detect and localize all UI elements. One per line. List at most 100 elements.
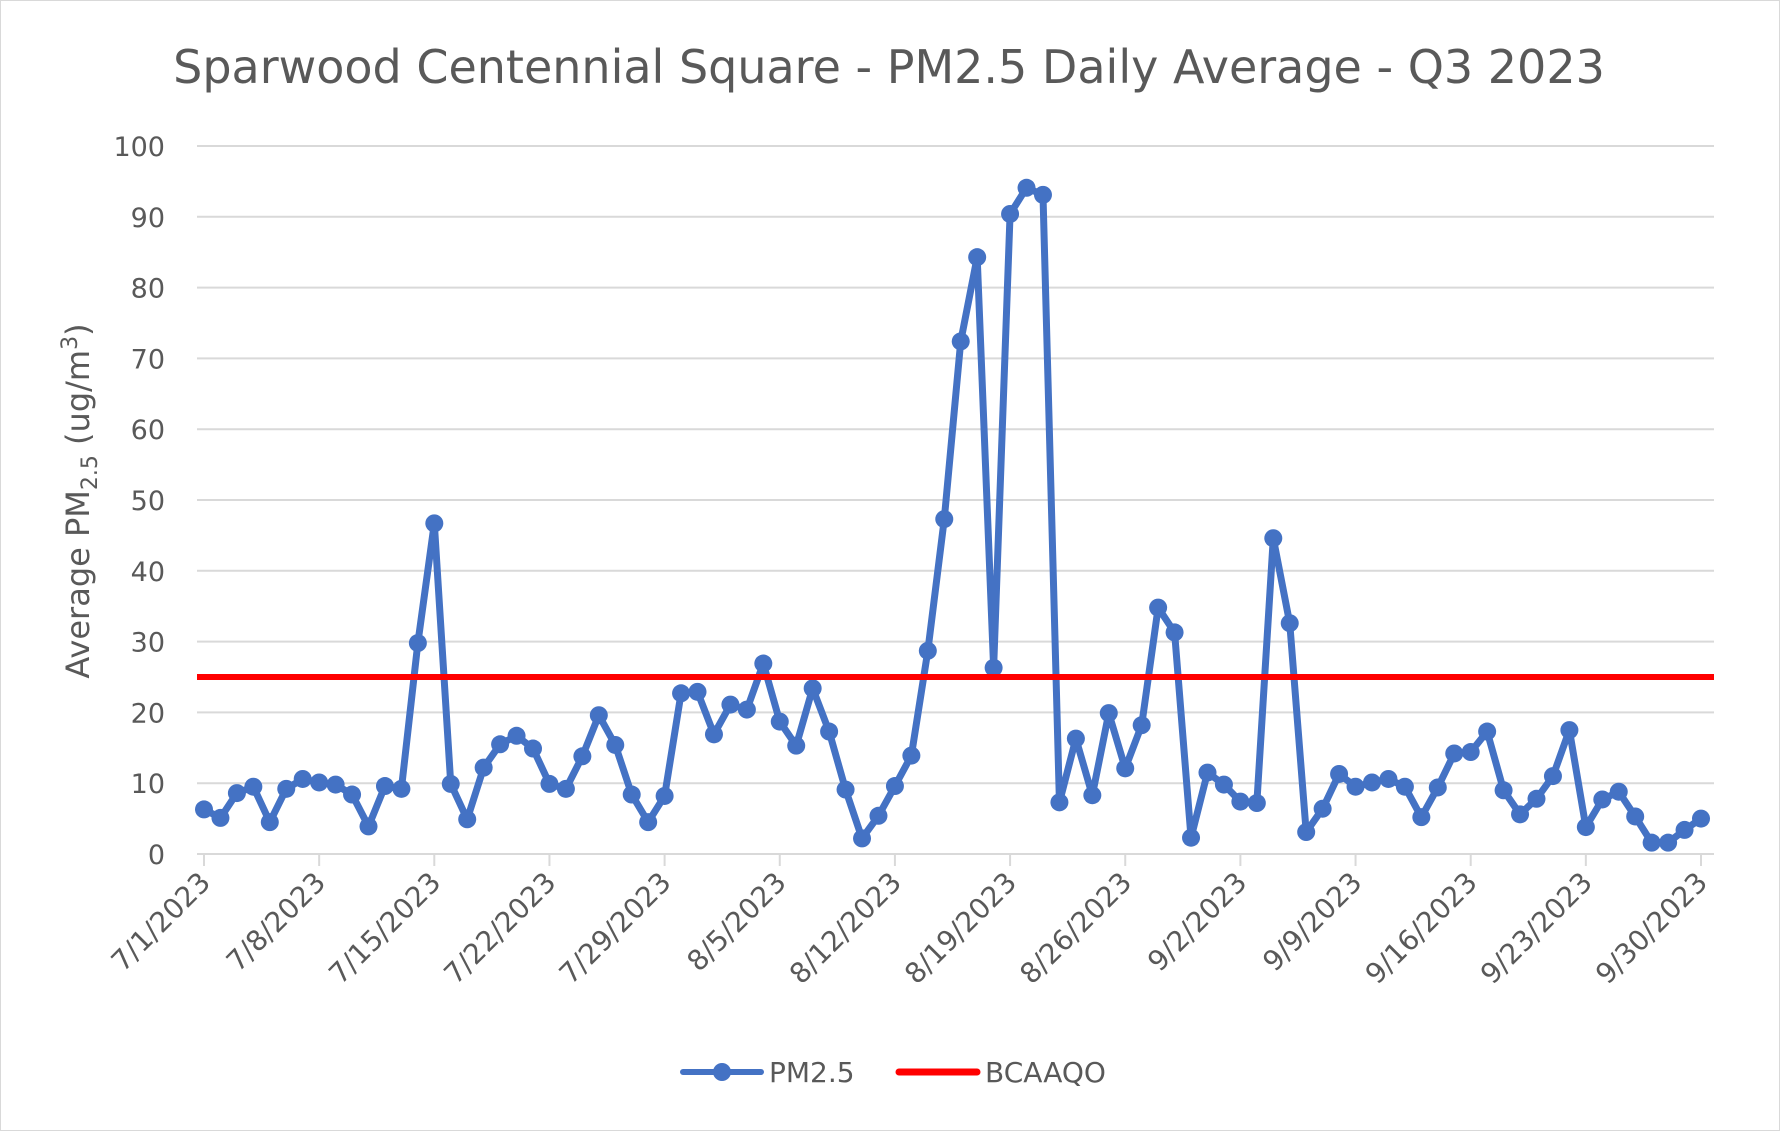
data-point-pm25 xyxy=(820,722,839,741)
data-point-pm25 xyxy=(260,813,279,832)
data-point-pm25 xyxy=(688,682,707,701)
data-point-pm25 xyxy=(293,769,312,788)
data-point-pm25 xyxy=(425,514,444,533)
legend: PM2.5 BCAAQO xyxy=(680,1056,1106,1089)
y-tick-label: 20 xyxy=(131,698,165,729)
data-point-pm25 xyxy=(1642,833,1661,852)
y-tick-label: 60 xyxy=(131,415,165,446)
x-tick-label: 8/12/2023 xyxy=(783,866,908,991)
y-tick-label: 40 xyxy=(131,557,165,588)
data-point-pm25 xyxy=(1297,823,1316,842)
data-point-pm25 xyxy=(408,634,427,653)
x-tick-label: 9/2/2023 xyxy=(1141,866,1253,978)
data-point-pm25 xyxy=(853,829,872,848)
series-layer xyxy=(195,178,1714,852)
data-point-pm25 xyxy=(935,510,954,529)
data-point-pm25 xyxy=(672,684,691,703)
data-point-pm25 xyxy=(1165,623,1184,642)
y-tick-label: 100 xyxy=(113,132,165,163)
data-point-pm25 xyxy=(1017,178,1036,197)
data-point-pm25 xyxy=(441,774,460,793)
data-point-pm25 xyxy=(244,777,263,796)
x-tick-label: 7/1/2023 xyxy=(105,866,217,978)
chart-title: Sparwood Centennial Square - PM2.5 Daily… xyxy=(173,40,1605,94)
y-tick-label: 10 xyxy=(131,769,165,800)
data-point-pm25 xyxy=(1231,792,1250,811)
y-tick-label: 80 xyxy=(131,274,165,305)
data-point-pm25 xyxy=(622,785,641,804)
data-point-pm25 xyxy=(869,806,888,825)
data-point-pm25 xyxy=(1313,799,1332,818)
data-point-pm25 xyxy=(1626,807,1645,826)
x-tick-label: 7/15/2023 xyxy=(322,866,447,991)
data-point-pm25 xyxy=(458,810,477,829)
data-point-pm25 xyxy=(918,641,937,660)
data-point-pm25 xyxy=(1511,805,1530,824)
x-tick-label: 7/22/2023 xyxy=(438,866,563,991)
data-point-pm25 xyxy=(227,784,246,803)
data-point-pm25 xyxy=(1412,808,1431,827)
data-point-pm25 xyxy=(211,808,230,827)
x-tick-label: 7/29/2023 xyxy=(553,866,678,991)
data-point-pm25 xyxy=(310,773,329,792)
data-point-pm25 xyxy=(885,777,904,796)
data-point-pm25 xyxy=(524,739,543,758)
y-axis-label-superscript: 3 xyxy=(58,336,83,350)
data-point-pm25 xyxy=(1033,185,1052,204)
data-point-pm25 xyxy=(606,735,625,754)
data-point-pm25 xyxy=(770,712,789,731)
x-tick-label: 8/26/2023 xyxy=(1013,866,1138,991)
data-point-pm25 xyxy=(1050,793,1069,812)
y-axis-label-close: ) xyxy=(59,323,97,335)
legend-label-pm25: PM2.5 xyxy=(769,1056,855,1089)
data-point-pm25 xyxy=(902,746,921,765)
data-point-pm25 xyxy=(1099,704,1118,723)
data-point-pm25 xyxy=(1445,744,1464,763)
data-point-pm25 xyxy=(1560,721,1579,740)
data-point-pm25 xyxy=(1116,759,1135,778)
data-point-pm25 xyxy=(343,785,362,804)
data-point-pm25 xyxy=(655,786,674,805)
data-point-pm25 xyxy=(754,654,773,673)
data-point-pm25 xyxy=(1609,782,1628,801)
data-point-pm25 xyxy=(540,774,559,793)
data-point-pm25 xyxy=(1428,778,1447,797)
x-axis-ticks: 7/1/2023 7/8/20237/15/20237/22/20237/29/2… xyxy=(105,854,1714,990)
data-point-pm25 xyxy=(1675,820,1694,839)
data-point-pm25 xyxy=(1527,789,1546,808)
data-point-pm25 xyxy=(984,658,1003,677)
series-pm25 xyxy=(195,178,1710,852)
data-point-pm25 xyxy=(836,780,855,799)
data-point-pm25 xyxy=(1659,833,1678,852)
series-line-pm25 xyxy=(200,184,1705,847)
x-tick-label: 9/30/2023 xyxy=(1589,866,1714,991)
data-point-pm25 xyxy=(1214,775,1233,794)
x-tick-label: 8/5/2023 xyxy=(680,866,792,978)
data-point-pm25 xyxy=(704,725,723,744)
legend-label-bcaaqo: BCAAQO xyxy=(985,1056,1106,1089)
data-point-pm25 xyxy=(1692,809,1710,828)
data-point-pm25 xyxy=(392,779,411,798)
y-tick-label: 0 xyxy=(148,840,165,871)
data-point-pm25 xyxy=(1593,790,1612,809)
data-point-pm25 xyxy=(556,779,575,798)
data-point-pm25 xyxy=(1379,769,1398,788)
data-point-pm25 xyxy=(1494,781,1513,800)
y-axis-label: Average PM2.5 (ug/m3) xyxy=(58,323,103,678)
data-point-pm25 xyxy=(1461,743,1480,762)
data-point-pm25 xyxy=(1330,764,1349,783)
data-point-pm25 xyxy=(968,248,987,267)
data-point-pm25 xyxy=(1478,722,1497,741)
legend-marker-pm25 xyxy=(713,1063,731,1081)
data-point-pm25 xyxy=(589,706,608,725)
y-tick-label: 70 xyxy=(131,344,165,375)
y-axis-label-subscript: 2.5 xyxy=(78,455,103,490)
data-point-pm25 xyxy=(787,736,806,755)
data-point-pm25 xyxy=(1346,777,1365,796)
x-tick-label: 9/23/2023 xyxy=(1474,866,1599,991)
data-point-pm25 xyxy=(1083,786,1102,805)
data-point-pm25 xyxy=(326,775,345,794)
data-point-pm25 xyxy=(474,758,493,777)
data-point-pm25 xyxy=(1149,598,1168,617)
